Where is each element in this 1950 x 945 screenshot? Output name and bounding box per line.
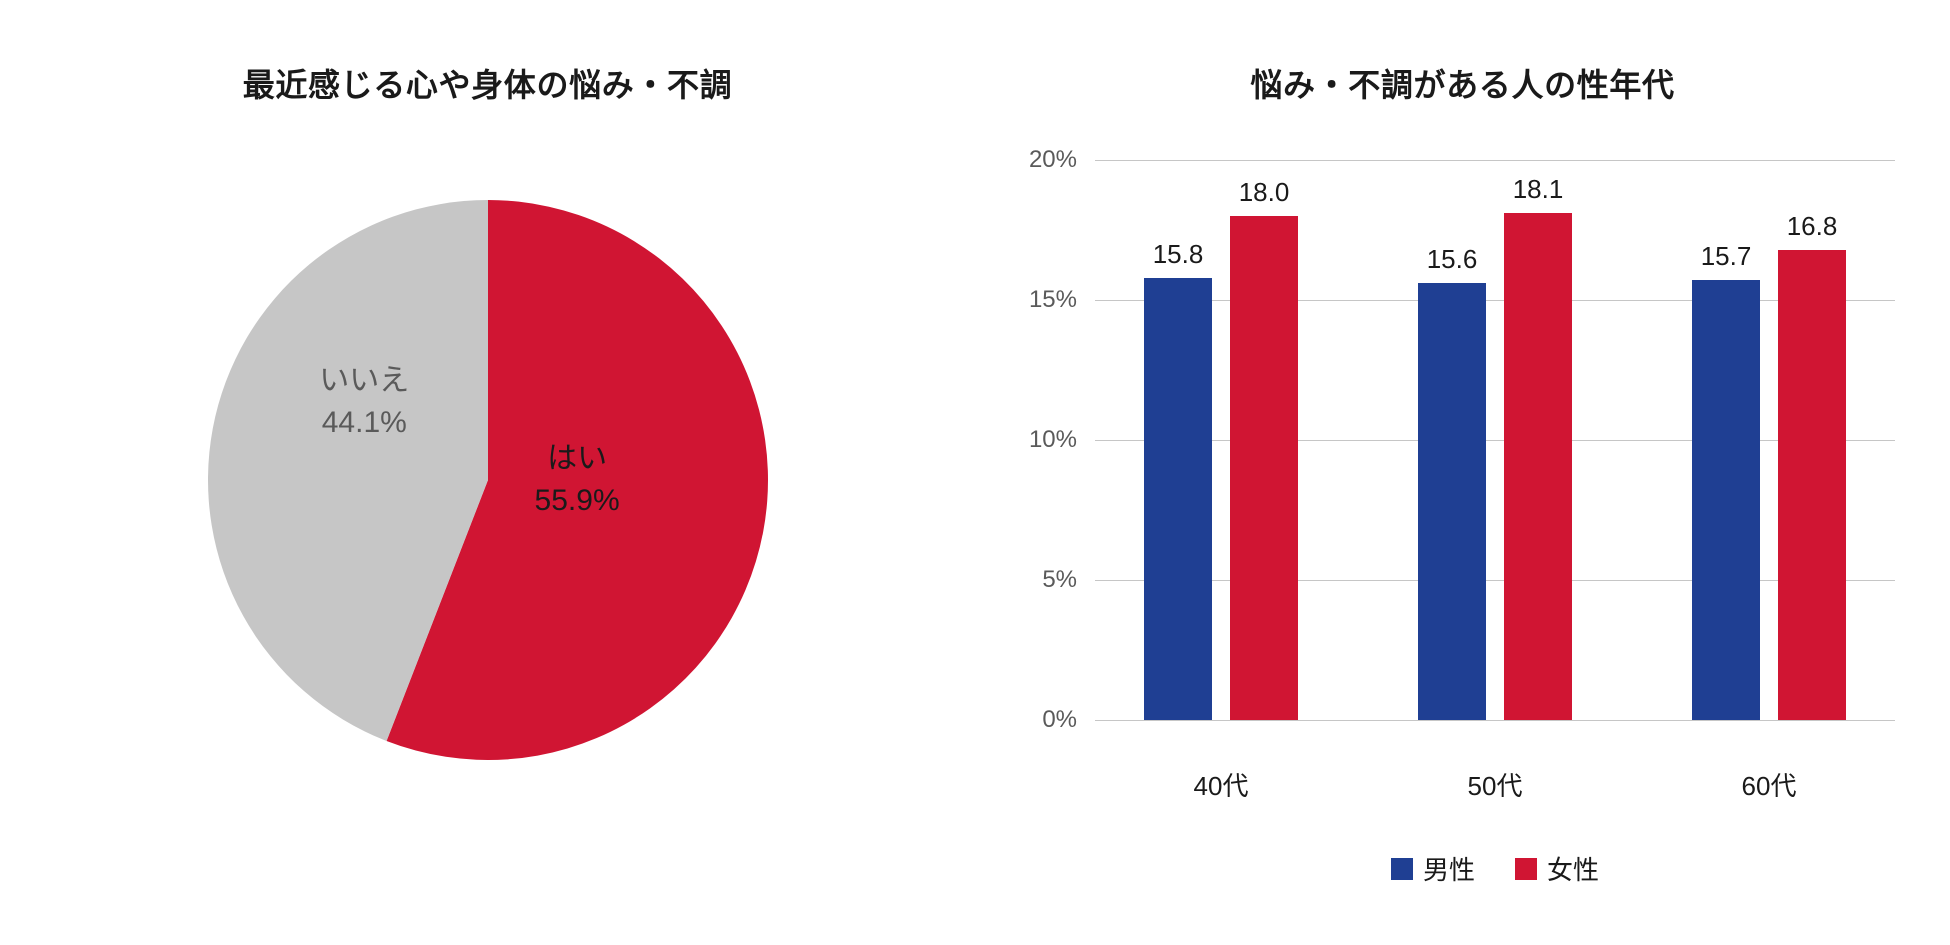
pie-label-yes: はい 55.9% [535, 438, 620, 522]
legend-item-female: 女性 [1515, 850, 1599, 887]
pie-label-text-no: いいえ [319, 364, 409, 397]
pie-svg [208, 200, 768, 760]
bar-plot-area: 15.8 18.0 15.6 18.1 15.7 16.8 [1095, 160, 1895, 721]
bar-value-female-2: 16.8 [1787, 211, 1838, 242]
pie-label-value-yes: 55.9% [535, 484, 620, 517]
pie-title: 最近感じる心や身体の悩み・不調 [0, 60, 975, 106]
bar-value-female-1: 18.1 [1513, 174, 1564, 205]
bar-male-0 [1144, 278, 1212, 720]
pie-label-value-no: 44.1% [322, 406, 407, 439]
gridline [1095, 580, 1895, 581]
xtick-label-2: 60代 [1742, 766, 1797, 803]
legend-label-female: 女性 [1547, 850, 1599, 887]
gridline [1095, 440, 1895, 441]
bar-value-male-1: 15.6 [1427, 244, 1478, 275]
bar-title: 悩み・不調がある人の性年代 [975, 60, 1950, 106]
pie-label-no: いいえ 44.1% [319, 360, 409, 444]
ytick-label: 15% [997, 286, 1077, 314]
bar-female-0 [1230, 216, 1298, 720]
legend-item-male: 男性 [1391, 850, 1475, 887]
legend-swatch-male [1391, 858, 1413, 880]
bar-value-female-0: 18.0 [1239, 177, 1290, 208]
bar-legend: 男性 女性 [1095, 850, 1895, 887]
xtick-label-1: 50代 [1468, 766, 1523, 803]
bar-chart: 15.818.015.618.115.716.80%5%10%15%20%40代… [1095, 160, 1895, 920]
legend-swatch-female [1515, 858, 1537, 880]
ytick-label: 5% [997, 566, 1077, 594]
bar-panel: 悩み・不調がある人の性年代 15.8 18.0 15.6 18.1 15.7 16.8 0%… [975, 0, 1950, 945]
ytick-label: 10% [997, 426, 1077, 454]
xtick-label-0: 40代 [1194, 766, 1249, 803]
bar-value-male-2: 15.7 [1701, 241, 1752, 272]
pie-chart: はい 55.9% いいえ 44.1% [208, 200, 768, 760]
legend-label-male: 男性 [1423, 850, 1475, 887]
bar-male-2 [1692, 280, 1760, 720]
bar-value-male-0: 15.8 [1153, 239, 1204, 270]
bar-female-2 [1778, 250, 1846, 720]
gridline [1095, 160, 1895, 161]
gridline [1095, 300, 1895, 301]
ytick-label: 20% [997, 146, 1077, 174]
ytick-label: 0% [997, 706, 1077, 734]
bar-female-1 [1504, 213, 1572, 720]
pie-panel: 最近感じる心や身体の悩み・不調 はい 55.9% いいえ 44.1% [0, 0, 975, 945]
bar-male-1 [1418, 283, 1486, 720]
pie-label-text-yes: はい [547, 442, 607, 475]
